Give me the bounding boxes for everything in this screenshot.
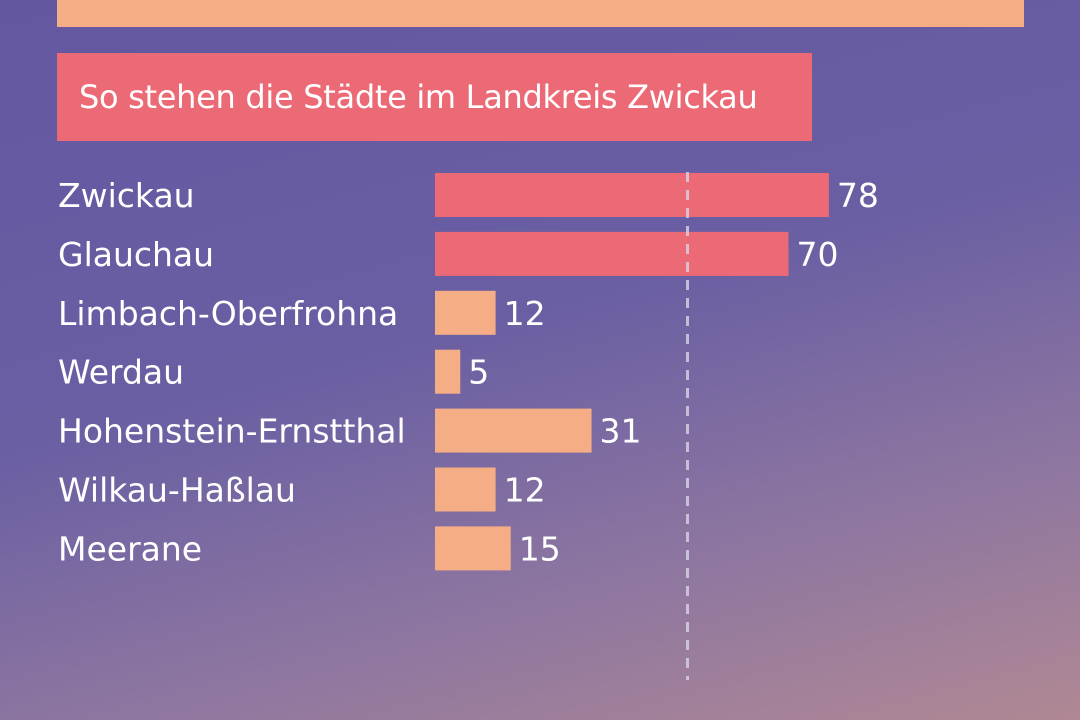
bar-meerane: [435, 526, 511, 571]
bar-hohenstein-ernstthal: [435, 408, 592, 453]
labels-layer: Zwickau 78 Glauchau 70 Limbach-Oberfrohna 12 W…: [58, 176, 879, 568]
bar-limbach-oberfrohna: [435, 290, 496, 335]
category-label-meerane: Meerane: [58, 529, 202, 568]
category-label-glauchau: Glauchau: [58, 235, 214, 274]
value-label-werdau: 5: [468, 353, 489, 392]
bar-werdau: [435, 349, 461, 394]
category-label-werdau: Werdau: [58, 353, 184, 392]
bar-wilkau-hasslau: [435, 467, 496, 512]
bar-zwickau: [435, 173, 829, 217]
category-label-zwickau: Zwickau: [58, 176, 195, 215]
value-label-hohenstein-ernstthal: 31: [600, 412, 642, 451]
chart-title-box: So stehen die Städte im Landkreis Zwicka…: [57, 53, 812, 141]
bars-layer: [435, 173, 829, 571]
bar-glauchau: [435, 231, 789, 276]
value-label-zwickau: 78: [837, 176, 879, 215]
category-label-hohenstein-ernstthal: Hohenstein-Ernstthal: [58, 412, 406, 451]
value-label-limbach-oberfrohna: 12: [504, 294, 546, 333]
value-label-wilkau-hasslau: 12: [504, 471, 546, 510]
chart-title: So stehen die Städte im Landkreis Zwicka…: [79, 78, 758, 116]
value-label-meerane: 15: [519, 529, 561, 568]
category-label-wilkau-hasslau: Wilkau-Haßlau: [58, 471, 296, 510]
top-banner: [57, 0, 1024, 27]
value-label-glauchau: 70: [797, 235, 839, 274]
category-label-limbach-oberfrohna: Limbach-Oberfrohna: [58, 294, 398, 333]
